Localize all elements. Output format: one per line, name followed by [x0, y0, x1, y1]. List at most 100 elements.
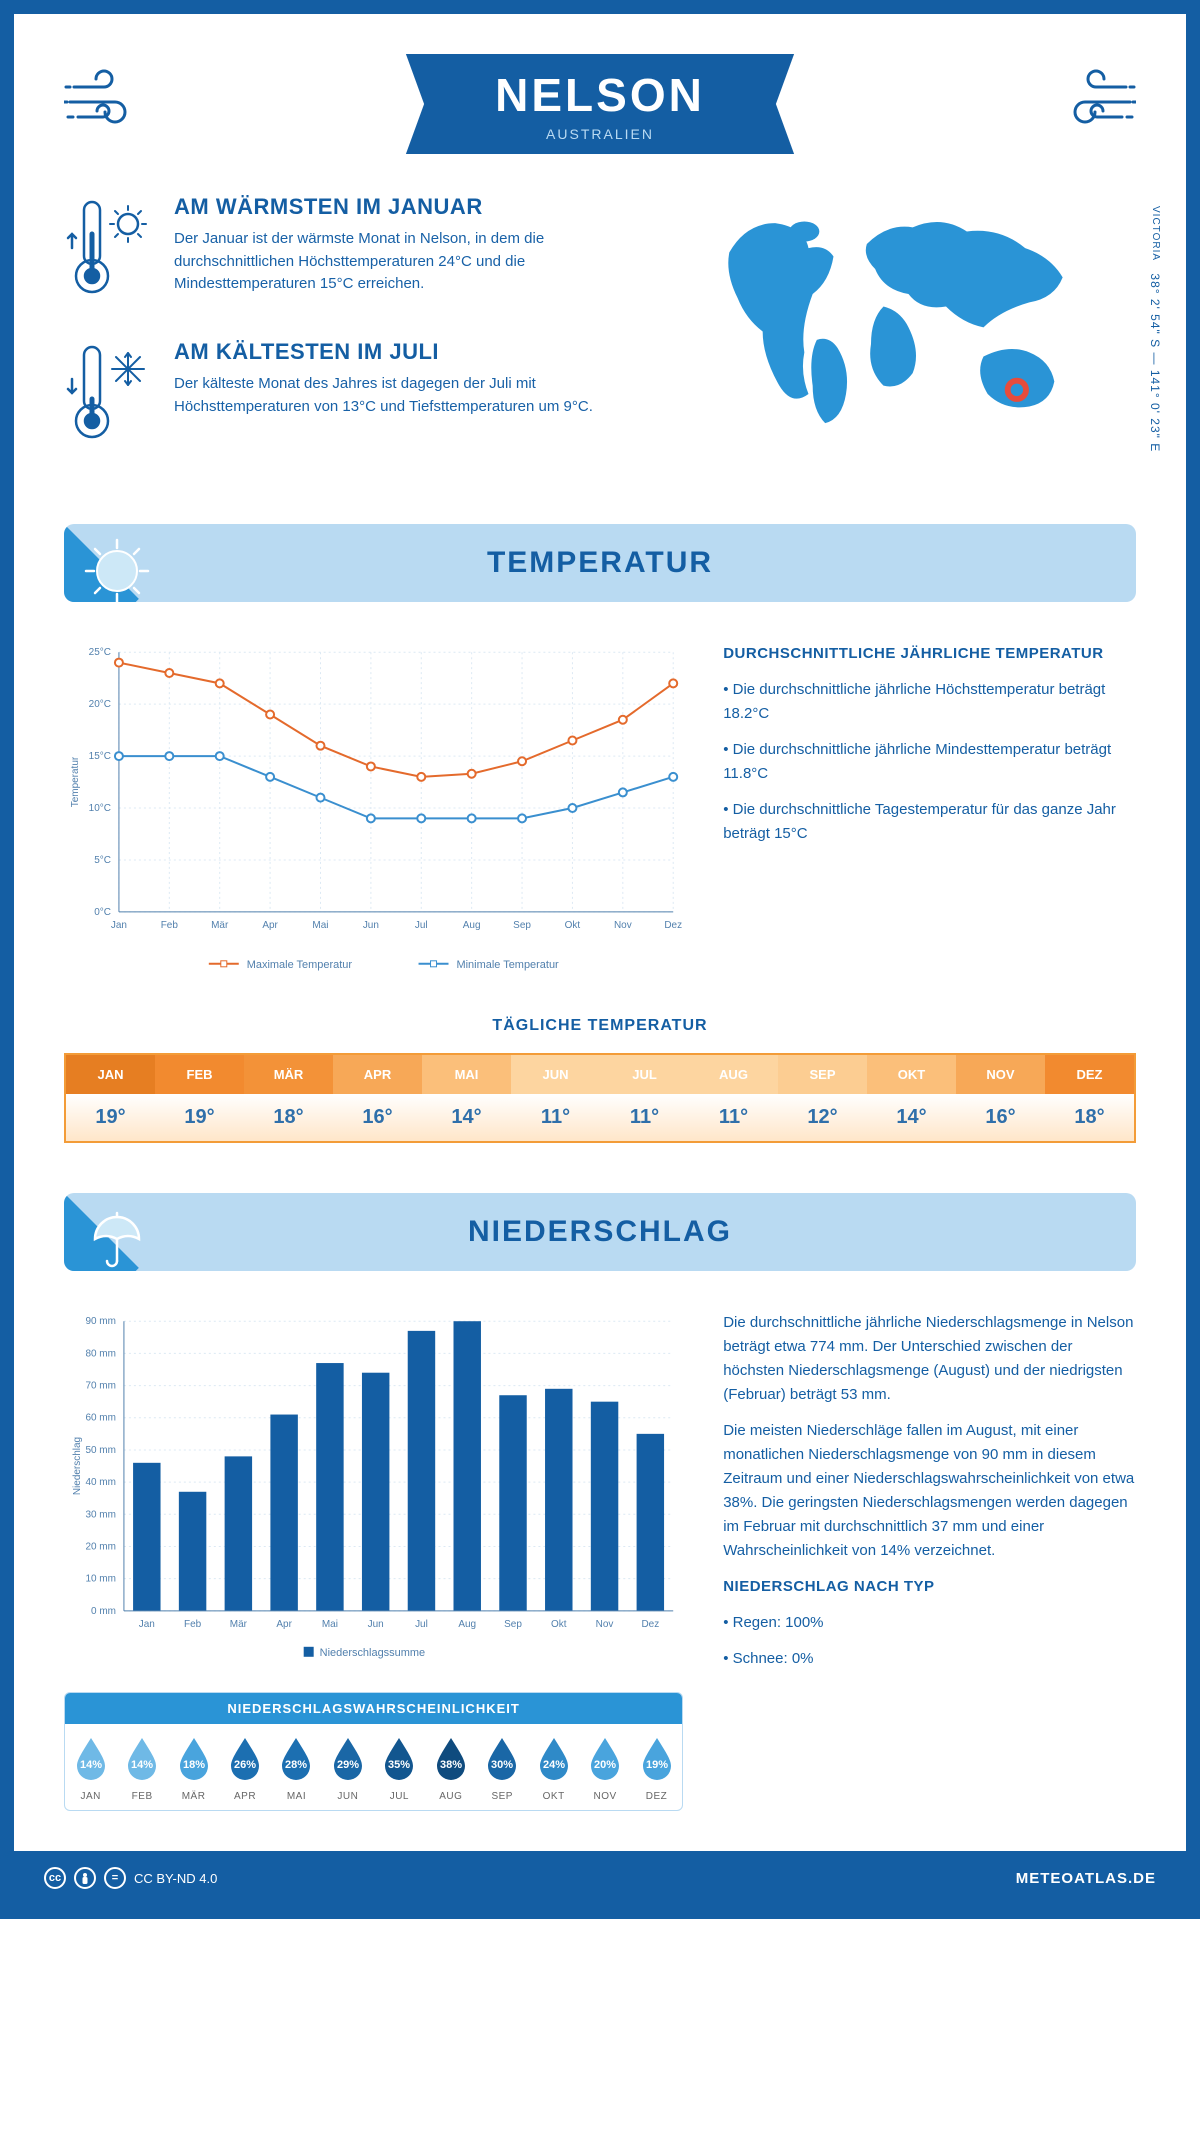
- precip-bytype-point: • Regen: 100%: [723, 1611, 1136, 1635]
- svg-text:Apr: Apr: [262, 920, 278, 931]
- coldest-block: AM KÄLTESTEN IM JULI Der kälteste Monat …: [64, 339, 616, 454]
- svg-text:Jun: Jun: [363, 920, 379, 931]
- svg-text:Nov: Nov: [614, 920, 632, 931]
- prob-month: JAN: [67, 1791, 114, 1802]
- svg-text:26%: 26%: [234, 1759, 256, 1771]
- prob-month: JUL: [376, 1791, 423, 1802]
- title-ribbon: NELSON AUSTRALIEN: [435, 54, 765, 154]
- svg-text:Jul: Jul: [415, 1619, 428, 1630]
- warmest-title: AM WÄRMSTEN IM JANUAR: [174, 194, 616, 220]
- precipitation-bar-chart-wrap: 0 mm10 mm20 mm30 mm40 mm50 mm60 mm70 mm8…: [64, 1311, 683, 1811]
- precip-text-1: Die durchschnittliche jährliche Niedersc…: [723, 1311, 1136, 1407]
- nd-icon: =: [104, 1867, 126, 1889]
- daily-month-header: NOV: [956, 1055, 1045, 1094]
- svg-text:Okt: Okt: [565, 920, 581, 931]
- svg-text:Dez: Dez: [664, 920, 682, 931]
- by-icon: [74, 1867, 96, 1889]
- precipitation-probability-box: NIEDERSCHLAGSWAHRSCHEINLICHKEIT 14% JAN14…: [64, 1692, 683, 1811]
- daily-temp-value: 11°: [511, 1094, 600, 1141]
- daily-month-header: SEP: [778, 1055, 867, 1094]
- prob-month: OKT: [530, 1791, 577, 1802]
- latitude: 38° 2' 54" S: [1148, 273, 1162, 348]
- daily-temp-value: 18°: [1045, 1094, 1134, 1141]
- region-label: VICTORIA: [1150, 206, 1161, 261]
- svg-text:10°C: 10°C: [89, 803, 111, 814]
- svg-text:Mai: Mai: [322, 1619, 338, 1630]
- content-inner: NELSON AUSTRALIEN: [14, 14, 1186, 1811]
- country-subtitle: AUSTRALIEN: [495, 126, 705, 142]
- svg-text:Okt: Okt: [551, 1619, 567, 1630]
- precipitation-header-title: NIEDERSCHLAG: [84, 1215, 1116, 1249]
- temperature-header-title: TEMPERATUR: [84, 546, 1116, 580]
- prob-title: NIEDERSCHLAGSWAHRSCHEINLICHKEIT: [65, 1693, 682, 1724]
- svg-text:30%: 30%: [491, 1759, 513, 1771]
- daily-month-header: DEZ: [1045, 1055, 1134, 1094]
- annual-temp-point: • Die durchschnittliche jährliche Mindes…: [723, 738, 1136, 786]
- prob-cell: 30%SEP: [477, 1724, 528, 1810]
- raindrop-icon: 24%: [534, 1734, 574, 1780]
- svg-text:15°C: 15°C: [89, 751, 111, 762]
- precip-bytype-title: NIEDERSCHLAG NACH TYP: [723, 1575, 1136, 1599]
- daily-temp-title: TÄGLICHE TEMPERATUR: [64, 1017, 1136, 1035]
- prob-month: NOV: [581, 1791, 628, 1802]
- svg-text:80 mm: 80 mm: [85, 1348, 115, 1359]
- thermometer-snow-icon: [64, 339, 154, 454]
- temperature-line-chart: 0°C5°C10°C15°C20°C25°CJanFebMärAprMaiJun…: [64, 642, 683, 987]
- svg-text:19%: 19%: [646, 1759, 668, 1771]
- longitude: 141° 0' 23" E: [1148, 370, 1162, 452]
- header: NELSON AUSTRALIEN: [64, 54, 1136, 154]
- svg-text:10 mm: 10 mm: [85, 1574, 115, 1585]
- daily-month-header: JUL: [600, 1055, 689, 1094]
- daily-temp-value: 11°: [689, 1094, 778, 1141]
- intro-block: AM WÄRMSTEN IM JANUAR Der Januar ist der…: [64, 194, 1136, 484]
- svg-text:Mai: Mai: [312, 920, 328, 931]
- svg-text:Apr: Apr: [276, 1619, 292, 1630]
- prob-month: FEB: [118, 1791, 165, 1802]
- svg-text:40 mm: 40 mm: [85, 1477, 115, 1488]
- precip-bytype-point: • Schnee: 0%: [723, 1647, 1136, 1671]
- coldest-title: AM KÄLTESTEN IM JULI: [174, 339, 616, 365]
- prob-cell: 19% DEZ: [631, 1724, 682, 1810]
- prob-month: DEZ: [633, 1791, 680, 1802]
- temperature-content: 0°C5°C10°C15°C20°C25°CJanFebMärAprMaiJun…: [64, 642, 1136, 987]
- prob-cell: 29%JUN: [322, 1724, 373, 1810]
- daily-temp-value: 14°: [867, 1094, 956, 1141]
- annual-temperature-text: DURCHSCHNITTLICHE JÄHRLICHE TEMPERATUR •…: [723, 642, 1136, 987]
- prob-month: JUN: [324, 1791, 371, 1802]
- prob-cell: 14%FEB: [116, 1724, 167, 1810]
- svg-text:20%: 20%: [594, 1759, 616, 1771]
- svg-text:18%: 18%: [183, 1759, 205, 1771]
- svg-text:30 mm: 30 mm: [85, 1509, 115, 1520]
- map-column: VICTORIA 38° 2' 54" S — 141° 0' 23" E: [656, 194, 1136, 484]
- annual-temp-title: DURCHSCHNITTLICHE JÄHRLICHE TEMPERATUR: [723, 642, 1136, 666]
- raindrop-icon: 18%: [174, 1734, 214, 1780]
- svg-text:14%: 14%: [80, 1759, 102, 1771]
- svg-text:Niederschlagssumme: Niederschlagssumme: [320, 1647, 425, 1659]
- coldest-text: Der kälteste Monat des Jahres ist dagege…: [174, 373, 616, 418]
- world-map-icon: [656, 194, 1136, 444]
- svg-text:Sep: Sep: [504, 1619, 522, 1630]
- svg-text:38%: 38%: [440, 1759, 462, 1771]
- svg-text:50 mm: 50 mm: [85, 1445, 115, 1456]
- svg-text:20°C: 20°C: [89, 699, 111, 710]
- footer: cc = CC BY-ND 4.0 METEOATLAS.DE: [14, 1851, 1186, 1905]
- temperature-header: TEMPERATUR: [64, 524, 1136, 602]
- sun-icon: [82, 536, 152, 602]
- umbrella-icon: [82, 1205, 152, 1271]
- prob-cell: 24% OKT: [528, 1724, 579, 1810]
- annual-temp-point: • Die durchschnittliche Tagestemperatur …: [723, 798, 1136, 846]
- daily-month-header: APR: [333, 1055, 422, 1094]
- prob-cell: 26% APR: [219, 1724, 270, 1810]
- svg-text:70 mm: 70 mm: [85, 1381, 115, 1392]
- svg-text:5°C: 5°C: [94, 855, 111, 866]
- svg-text:Aug: Aug: [458, 1619, 476, 1630]
- prob-month: APR: [221, 1791, 268, 1802]
- coordinates: VICTORIA 38° 2' 54" S — 141° 0' 23" E: [1148, 206, 1162, 452]
- prob-month: MÄR: [170, 1791, 217, 1802]
- daily-temp-value: 19°: [155, 1094, 244, 1141]
- precip-text-2: Die meisten Niederschläge fallen im Augu…: [723, 1419, 1136, 1563]
- daily-temp-value: 14°: [422, 1094, 511, 1141]
- svg-text:Niederschlag: Niederschlag: [72, 1437, 83, 1495]
- daily-temp-value: 16°: [956, 1094, 1045, 1141]
- svg-text:Dez: Dez: [641, 1619, 659, 1630]
